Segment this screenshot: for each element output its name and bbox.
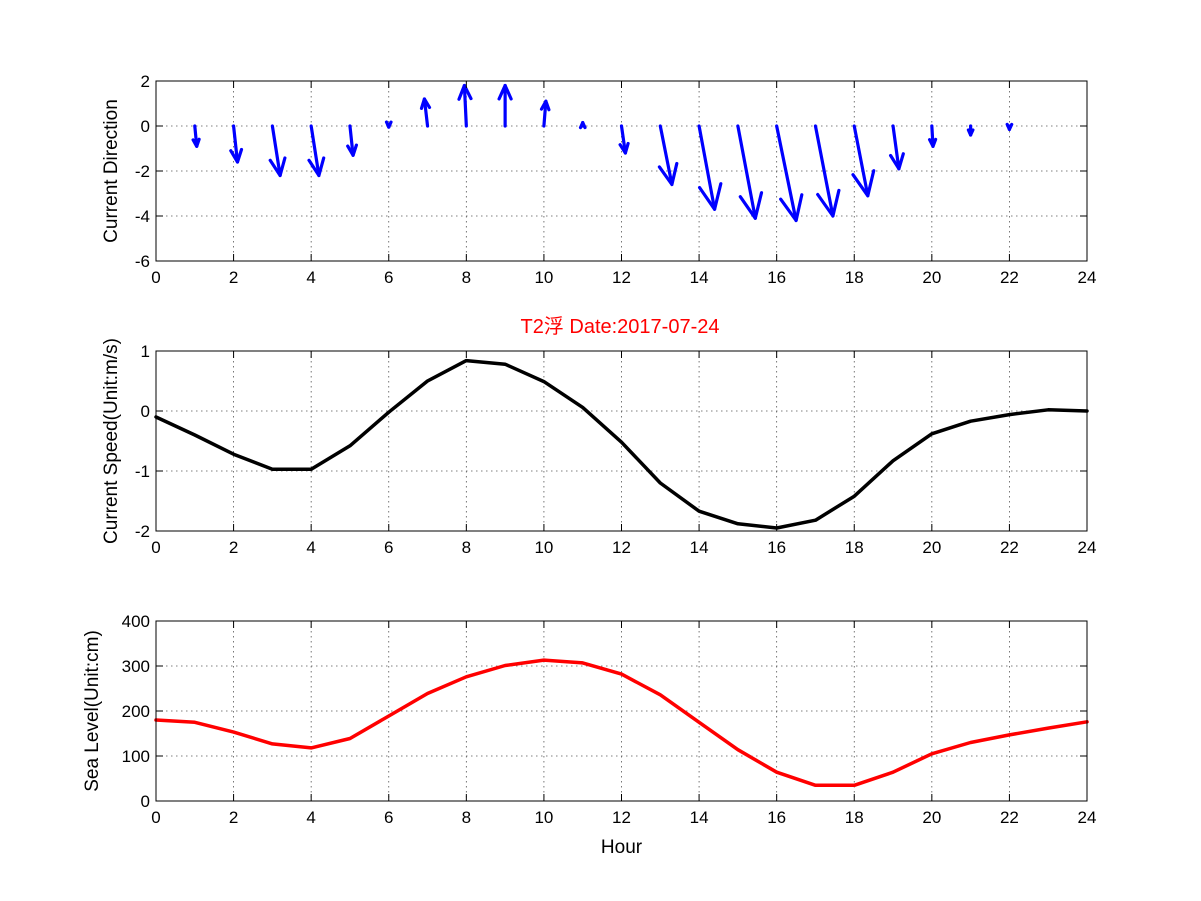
arrow-2 xyxy=(231,126,242,162)
arrow-1 xyxy=(193,126,199,146)
x-tick-label: 8 xyxy=(462,268,471,287)
x-tick-label: 0 xyxy=(151,808,160,827)
x-tick-label: 12 xyxy=(612,538,631,557)
x-tick-label: 20 xyxy=(922,538,941,557)
figure: T2浮 Date:2017-07-24 0 2 4 6 8 10 12 14 16 18 20 22 2… xyxy=(0,0,1201,901)
x-tick-label: 6 xyxy=(384,808,393,827)
x-tick-label: 4 xyxy=(306,268,315,287)
x-tick-label: 0 xyxy=(151,538,160,557)
x-tick-label: 10 xyxy=(534,808,553,827)
arrow-11 xyxy=(581,123,586,128)
x-tick-label: 16 xyxy=(767,538,786,557)
arrow-14 xyxy=(699,126,721,209)
y-tick-label: 100 xyxy=(122,747,150,766)
x-tick-label: 16 xyxy=(767,268,786,287)
y-tick-label: 400 xyxy=(122,612,150,631)
x-tick-label: 4 xyxy=(306,538,315,557)
arrow-20 xyxy=(930,126,936,146)
arrow-8 xyxy=(459,86,471,127)
y-tick-label: -2 xyxy=(135,522,150,541)
x-tick-label: 22 xyxy=(1000,538,1019,557)
subplot-3: 0 2 4 6 8 10 12 14 16 18 20 22 240100200300400Sea Le… xyxy=(82,612,1096,858)
y-tick-label: 2 xyxy=(141,72,150,91)
arrow-10 xyxy=(542,101,549,126)
x-tick-label: 18 xyxy=(845,268,864,287)
arrow-6 xyxy=(387,122,392,127)
arrow-22 xyxy=(1007,124,1012,129)
x-tick-label: 8 xyxy=(462,808,471,827)
x-tick-label: 6 xyxy=(384,538,393,557)
y-tick-label: -2 xyxy=(135,162,150,181)
x-tick-label: 18 xyxy=(845,538,864,557)
x-tick-label: 14 xyxy=(690,268,709,287)
arrow-15 xyxy=(738,126,762,218)
y-tick-label: -1 xyxy=(135,462,150,481)
arrow-16 xyxy=(777,126,802,221)
x-tick-label: 24 xyxy=(1078,808,1097,827)
y-axis-label: Current Speed(Unit:m/s) xyxy=(101,338,122,544)
x-tick-label: 24 xyxy=(1078,538,1097,557)
y-tick-label: 300 xyxy=(122,657,150,676)
x-tick-label: 2 xyxy=(229,808,238,827)
arrow-7 xyxy=(422,99,430,126)
x-tick-label: 10 xyxy=(534,538,553,557)
x-tick-label: 6 xyxy=(384,268,393,287)
x-tick-label: 22 xyxy=(1000,268,1019,287)
x-tick-label: 20 xyxy=(922,268,941,287)
y-tick-label: 0 xyxy=(141,402,150,421)
arrow-4 xyxy=(309,126,324,176)
y-tick-label: -4 xyxy=(135,207,150,226)
x-tick-label: 0 xyxy=(151,268,160,287)
series-line xyxy=(156,361,1087,528)
x-tick-label: 14 xyxy=(690,538,709,557)
arrow-3 xyxy=(270,126,285,176)
figure-title: T2浮 Date:2017-07-24 xyxy=(520,315,719,338)
x-tick-label: 12 xyxy=(612,808,631,827)
x-tick-label: 20 xyxy=(922,808,941,827)
y-axis-label: Current Direction xyxy=(101,99,122,243)
y-axis-label: Sea Level(Unit:cm) xyxy=(82,630,103,792)
x-tick-label: 2 xyxy=(229,538,238,557)
arrow-5 xyxy=(348,126,357,155)
y-tick-label: 1 xyxy=(141,342,150,361)
arrow-18 xyxy=(853,126,874,196)
arrow-19 xyxy=(891,126,904,169)
y-tick-label: -6 xyxy=(135,252,150,271)
y-tick-label: 0 xyxy=(141,792,150,811)
x-tick-label: 12 xyxy=(612,268,631,287)
x-axis-label: Hour xyxy=(601,837,643,858)
arrow-13 xyxy=(659,126,676,185)
x-tick-label: 18 xyxy=(845,808,864,827)
x-tick-label: 16 xyxy=(767,808,786,827)
y-tick-label: 200 xyxy=(122,702,150,721)
arrow-12 xyxy=(620,126,628,153)
x-tick-label: 22 xyxy=(1000,808,1019,827)
y-tick-label: 0 xyxy=(141,117,150,136)
arrow-9 xyxy=(499,86,511,127)
x-tick-label: 4 xyxy=(306,808,315,827)
x-tick-label: 10 xyxy=(534,268,553,287)
x-tick-label: 24 xyxy=(1078,268,1097,287)
x-tick-label: 14 xyxy=(690,808,709,827)
x-tick-label: 2 xyxy=(229,268,238,287)
x-tick-label: 8 xyxy=(462,538,471,557)
arrow-head xyxy=(387,122,392,127)
arrow-21 xyxy=(968,126,973,135)
